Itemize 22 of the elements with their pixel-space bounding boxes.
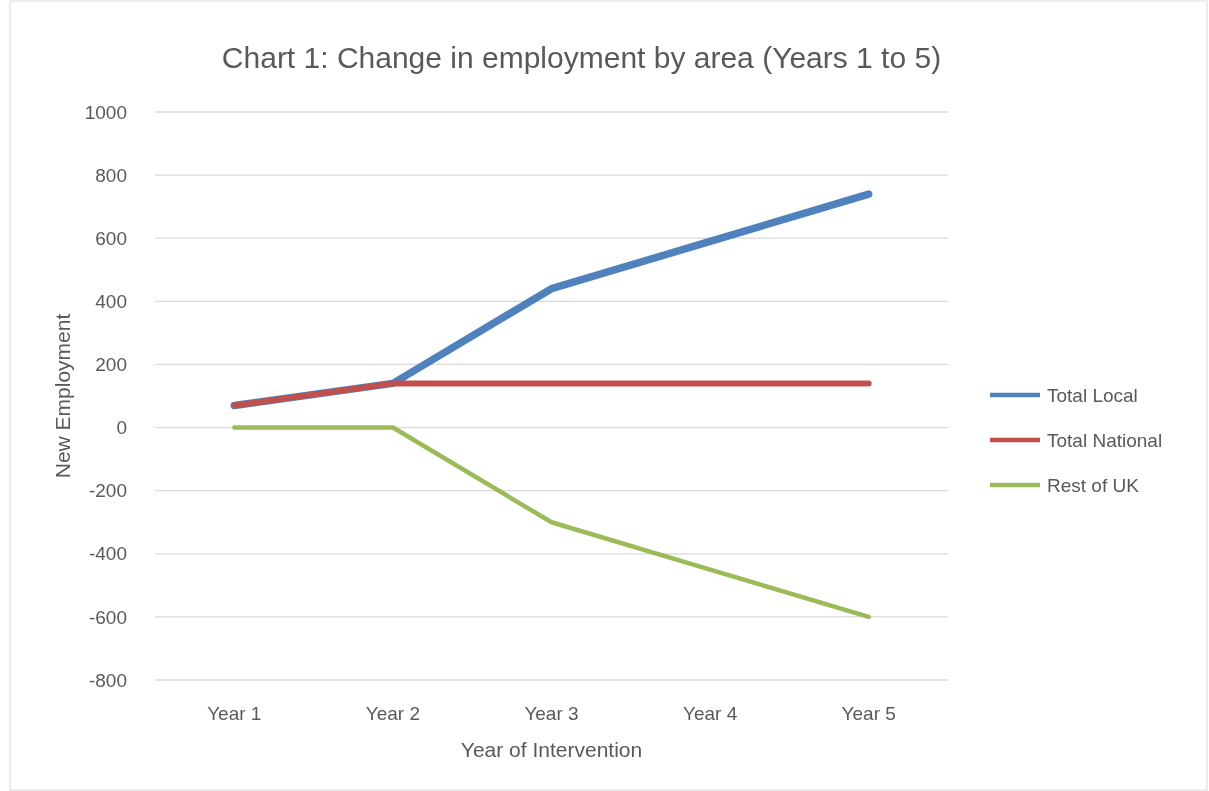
- x-tick-label: Year 3: [524, 703, 579, 724]
- y-tick-label: 1000: [84, 101, 127, 123]
- y-tick-label: -400: [88, 543, 127, 565]
- y-tick-label: 0: [116, 417, 127, 439]
- y-tick-label: 800: [95, 164, 127, 186]
- y-tick-label: 600: [95, 227, 127, 249]
- legend-label: Total Local: [1047, 384, 1138, 406]
- y-axis-title: New Employment: [51, 313, 74, 479]
- x-axis-title: Year of Intervention: [460, 738, 643, 761]
- legend-label: Rest of UK: [1047, 474, 1140, 496]
- legend-label: Total National: [1047, 429, 1163, 451]
- x-tick-label: Year 4: [682, 703, 738, 724]
- chart-title: Chart 1: Change in employment by area (Years 1 to 5): [221, 41, 942, 74]
- y-tick-label: 200: [95, 354, 127, 376]
- x-tick-label: Year 2: [365, 703, 421, 724]
- y-tick-label: -600: [88, 606, 127, 628]
- x-tick-label: Year 5: [841, 703, 896, 724]
- y-tick-label: -200: [88, 480, 127, 502]
- y-tick-label: -800: [88, 669, 127, 691]
- x-tick-label: Year 1: [207, 703, 262, 724]
- y-tick-label: 400: [95, 290, 127, 312]
- line-series: [232, 425, 871, 620]
